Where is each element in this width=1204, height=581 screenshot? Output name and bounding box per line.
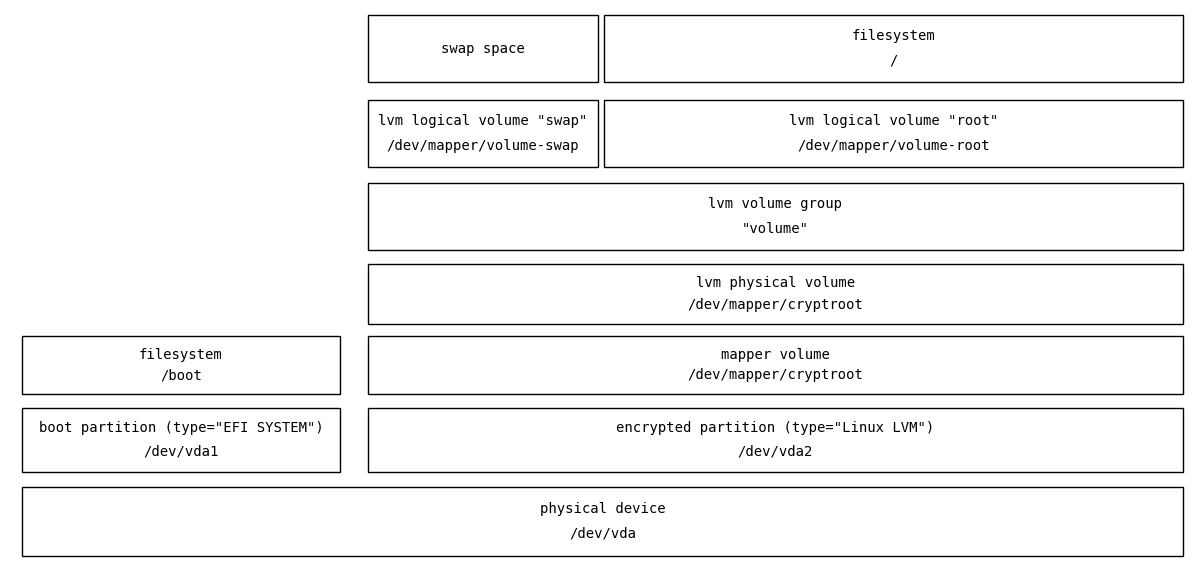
- Text: /dev/mapper/volume-root: /dev/mapper/volume-root: [797, 138, 990, 153]
- Bar: [368, 264, 1184, 324]
- Text: lvm logical volume "root": lvm logical volume "root": [789, 114, 998, 128]
- Text: swap space: swap space: [441, 41, 525, 56]
- Bar: [368, 183, 1184, 250]
- Text: lvm physical volume: lvm physical volume: [696, 276, 855, 290]
- Bar: [22, 336, 340, 394]
- Text: boot partition (type="EFI SYSTEM"): boot partition (type="EFI SYSTEM"): [39, 421, 324, 436]
- Text: filesystem: filesystem: [851, 30, 936, 44]
- Text: encrypted partition (type="Linux LVM"): encrypted partition (type="Linux LVM"): [616, 421, 934, 436]
- Text: /dev/vda1: /dev/vda1: [143, 444, 219, 458]
- Text: /dev/mapper/cryptroot: /dev/mapper/cryptroot: [687, 298, 863, 312]
- Text: "volume": "volume": [742, 221, 809, 235]
- Bar: [22, 487, 1184, 556]
- Bar: [368, 100, 598, 167]
- Text: filesystem: filesystem: [140, 347, 223, 361]
- Bar: [368, 15, 598, 82]
- Text: lvm volume group: lvm volume group: [708, 198, 843, 211]
- Text: /dev/vda: /dev/vda: [569, 527, 636, 541]
- Text: physical device: physical device: [539, 502, 666, 516]
- Text: mapper volume: mapper volume: [721, 347, 830, 361]
- Text: /: /: [890, 53, 898, 67]
- Text: /dev/mapper/cryptroot: /dev/mapper/cryptroot: [687, 368, 863, 382]
- Bar: [368, 336, 1184, 394]
- Bar: [604, 100, 1184, 167]
- Text: /dev/mapper/volume-swap: /dev/mapper/volume-swap: [386, 138, 579, 153]
- Bar: [368, 408, 1184, 472]
- Bar: [604, 15, 1184, 82]
- Bar: [22, 408, 340, 472]
- Text: /boot: /boot: [160, 368, 202, 382]
- Text: /dev/vda2: /dev/vda2: [738, 444, 813, 458]
- Text: lvm logical volume "swap": lvm logical volume "swap": [378, 114, 588, 128]
